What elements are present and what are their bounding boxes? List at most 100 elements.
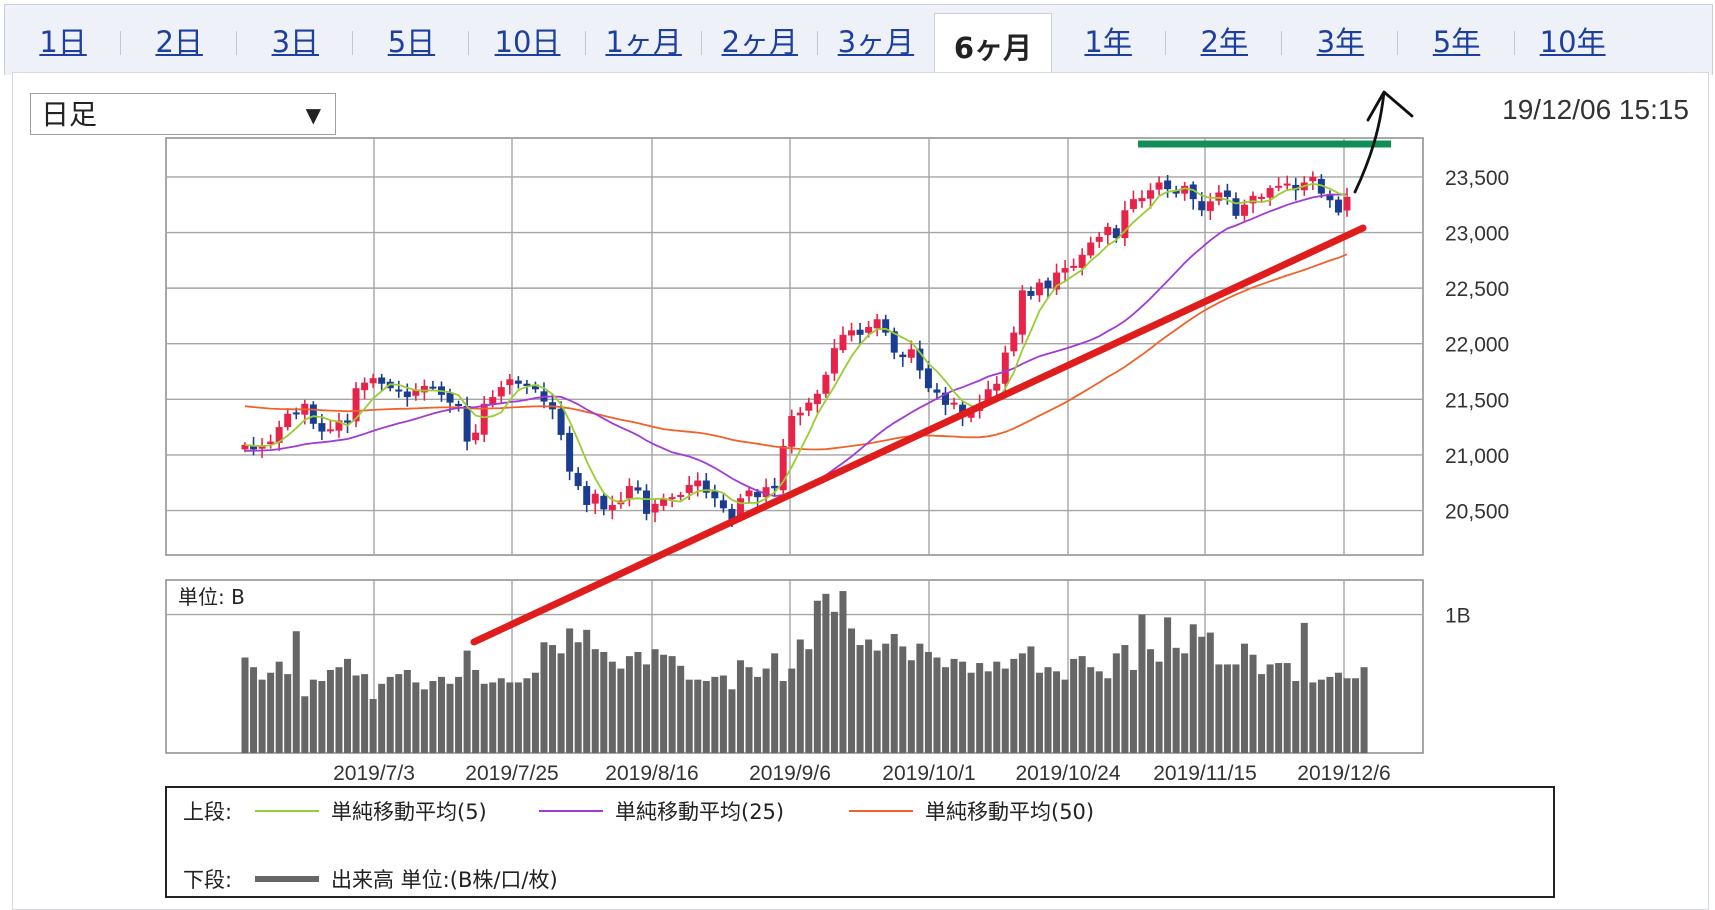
- y-tick-label: 23,500: [1445, 167, 1509, 190]
- candle-body: [472, 432, 480, 441]
- volume-bar: [967, 672, 975, 753]
- candle-body: [1010, 332, 1018, 352]
- legend-volume-swatch: [255, 876, 319, 882]
- candle-body: [745, 490, 753, 497]
- candle-body: [369, 378, 377, 384]
- candle-body: [1095, 236, 1103, 242]
- candle-body: [566, 432, 574, 472]
- volume-bar: [497, 678, 505, 753]
- candle-body: [1104, 226, 1112, 235]
- candle-body: [677, 494, 685, 497]
- volume-bar: [976, 663, 984, 753]
- candle-body: [924, 368, 932, 389]
- candle-body: [1035, 282, 1043, 296]
- volume-bar: [694, 679, 702, 753]
- candle-body: [1121, 210, 1129, 239]
- volume-bar: [754, 676, 762, 753]
- candle-body: [830, 348, 838, 374]
- volume-bar: [1343, 678, 1351, 753]
- volume-bar: [1189, 624, 1197, 753]
- tab-9[interactable]: 6ヶ月: [933, 13, 1053, 78]
- volume-bar: [267, 672, 275, 753]
- volume-bar: [677, 665, 685, 753]
- legend-ma50: 単純移動平均(50): [849, 796, 1094, 826]
- volume-bar: [591, 649, 599, 753]
- volume-bar: [1292, 681, 1300, 753]
- candle-body: [267, 441, 275, 445]
- candle-body: [1198, 201, 1206, 211]
- tab-5[interactable]: 10日: [469, 5, 586, 75]
- interval-select[interactable]: 日足 ▼: [30, 93, 336, 135]
- candle-body: [1147, 190, 1155, 199]
- volume-bar: [643, 664, 651, 753]
- candle-body: [941, 392, 949, 405]
- tab-10[interactable]: 1年: [1050, 5, 1167, 75]
- volume-bar: [822, 593, 830, 753]
- volume-bar: [805, 649, 813, 753]
- candle-body: [668, 497, 676, 500]
- tab-1[interactable]: 1日: [5, 5, 122, 75]
- volume-bar: [1309, 682, 1317, 753]
- candle-body: [1053, 272, 1061, 290]
- volume-bar: [540, 642, 548, 753]
- ma5-line: [244, 182, 1348, 505]
- volume-bar: [1078, 656, 1086, 753]
- candle-body: [685, 484, 693, 493]
- tab-2[interactable]: 2日: [121, 5, 238, 75]
- volume-bar: [1223, 664, 1231, 753]
- volume-bar: [318, 681, 326, 753]
- legend-ma5-swatch: [255, 810, 319, 812]
- candle-body: [241, 444, 249, 450]
- candle-body: [250, 445, 258, 450]
- volume-bar: [907, 660, 915, 753]
- candle-body: [361, 382, 369, 391]
- candle-body: [514, 380, 522, 384]
- volume-bar: [916, 643, 924, 753]
- tab-6[interactable]: 1ヶ月: [586, 5, 702, 75]
- volume-bar: [1053, 671, 1061, 753]
- x-tick-label: 2019/9/6: [749, 762, 831, 785]
- volume-bar: [1240, 643, 1248, 753]
- candle-body: [352, 388, 360, 422]
- tab-13[interactable]: 5年: [1398, 5, 1515, 75]
- volume-bar: [668, 656, 676, 753]
- candle-body: [335, 420, 343, 431]
- candle-body: [1044, 280, 1052, 289]
- candle-body: [506, 379, 514, 386]
- candle-body: [455, 403, 463, 406]
- tab-14[interactable]: 10年: [1539, 25, 1606, 59]
- candle-body: [771, 485, 779, 489]
- volume-bar: [1155, 661, 1163, 753]
- volume-bar: [523, 678, 531, 753]
- volume-bar: [719, 675, 727, 753]
- candle-body: [984, 389, 992, 402]
- candle-body: [796, 412, 804, 416]
- chart-legend: 上段: 単純移動平均(5) 単純移動平均(25) 単純移動平均(50) 下段: …: [165, 786, 1555, 898]
- tab-4[interactable]: 5日: [353, 5, 470, 75]
- tab-8[interactable]: 3ヶ月: [837, 25, 915, 59]
- volume-bar: [882, 643, 890, 753]
- tab-7[interactable]: 2ヶ月: [702, 5, 818, 75]
- volume-bar: [813, 600, 821, 753]
- volume-bar: [1360, 667, 1368, 753]
- legend-ma50-swatch: [849, 810, 913, 812]
- tab-3[interactable]: 3日: [237, 5, 354, 75]
- tab-11[interactable]: 2年: [1166, 5, 1283, 75]
- candle-body: [1181, 185, 1189, 194]
- volume-bar: [574, 642, 582, 753]
- volume-bar: [284, 674, 292, 753]
- candle-body: [899, 354, 907, 358]
- candle-body: [1334, 199, 1342, 213]
- volume-bar: [1095, 671, 1103, 753]
- volume-bar: [865, 639, 873, 753]
- candle-body: [711, 491, 719, 499]
- volume-bar: [1275, 663, 1283, 753]
- period-tab-bar: 1日 2日 3日 5日 10日 1ヶ月 2ヶ月 3ヶ月 6ヶ月 1年 2年 3年 5年 10年: [4, 4, 1713, 78]
- candle-body: [574, 472, 582, 487]
- tab-12[interactable]: 3年: [1282, 5, 1399, 75]
- volume-bar: [1087, 667, 1095, 753]
- volume-bar: [959, 661, 967, 753]
- volume-bar: [796, 639, 804, 753]
- candle-body: [412, 390, 420, 396]
- volume-bar: [386, 676, 394, 753]
